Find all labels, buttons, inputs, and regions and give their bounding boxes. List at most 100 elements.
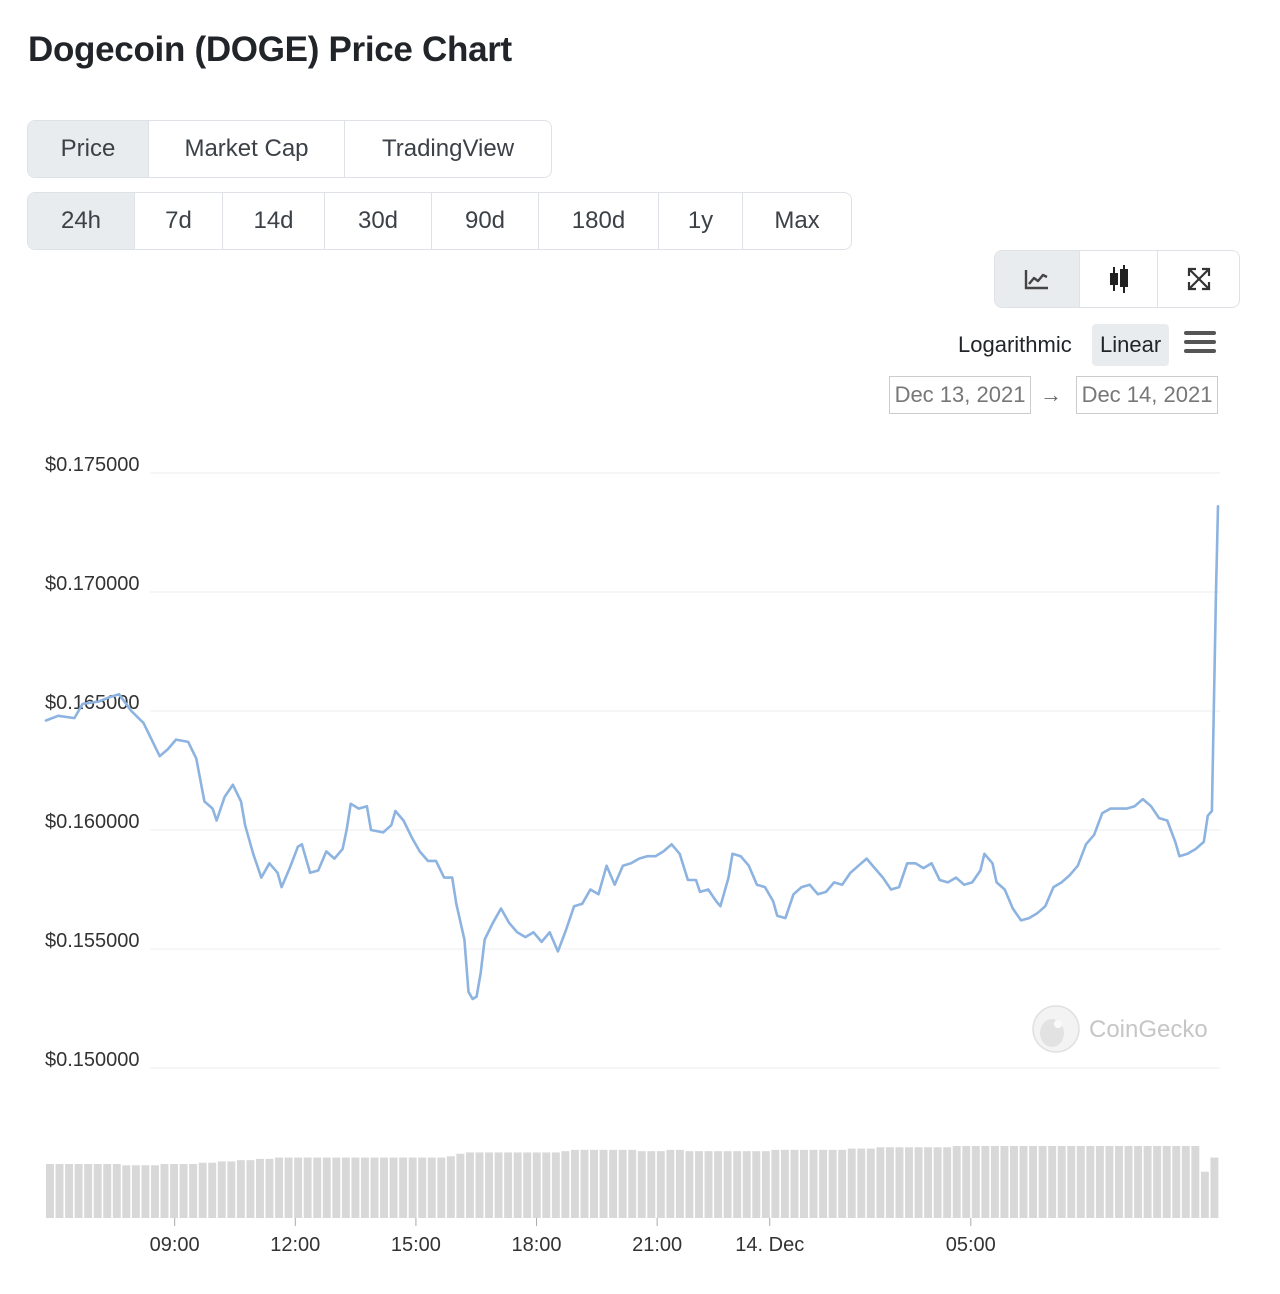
volume-bar <box>561 1151 570 1218</box>
price-chart[interactable]: $0.175000$0.170000$0.165000$0.160000$0.1… <box>0 430 1280 1294</box>
volume-bar <box>752 1151 761 1218</box>
volume-bar <box>427 1157 436 1218</box>
volume-bar <box>74 1164 83 1218</box>
volume-bar <box>465 1152 474 1218</box>
volume-bar <box>55 1164 64 1218</box>
x-tick-label: 05:00 <box>946 1234 996 1256</box>
volume-bar <box>170 1164 179 1218</box>
volume-bar <box>952 1146 961 1218</box>
range-14d-button[interactable]: 14d <box>223 193 325 249</box>
volume-bar <box>437 1157 446 1218</box>
volume-bar <box>1029 1146 1038 1218</box>
volume-bar <box>666 1149 675 1218</box>
candlestick-button[interactable] <box>1080 251 1158 307</box>
volume-bar <box>609 1149 618 1218</box>
volume-bar <box>46 1164 54 1218</box>
volume-bar <box>1210 1157 1219 1218</box>
volume-bar <box>990 1146 999 1218</box>
range-180d-button[interactable]: 180d <box>539 193 659 249</box>
fullscreen-icon <box>1187 267 1210 291</box>
hamburger-menu-icon[interactable] <box>1184 331 1216 357</box>
logarithmic-scale-button[interactable]: Logarithmic <box>958 332 1072 357</box>
page-title: Dogecoin (DOGE) Price Chart <box>28 30 512 69</box>
volume-bar <box>828 1149 837 1218</box>
volume-bar <box>771 1149 780 1218</box>
volume-bar <box>675 1149 684 1218</box>
volume-bar <box>761 1151 770 1218</box>
volume-bar <box>523 1152 532 1218</box>
volume-bar <box>399 1157 408 1218</box>
tab-price[interactable]: Price <box>28 121 149 177</box>
volume-bar <box>981 1146 990 1218</box>
volume-bar <box>866 1148 875 1218</box>
y-tick-label: $0.160000 <box>45 811 140 833</box>
volume-bar <box>1095 1146 1104 1218</box>
volume-bar <box>265 1158 274 1218</box>
volume-bar <box>322 1157 331 1218</box>
y-tick-label: $0.175000 <box>45 454 140 476</box>
range-7d-button[interactable]: 7d <box>135 193 223 249</box>
coingecko-watermark: CoinGecko <box>1032 1005 1208 1053</box>
volume-bar <box>1191 1146 1200 1218</box>
x-axis-ticks: 09:00 12:00 15:00 18:00 21:00 14. Dec 05:00 <box>150 1218 996 1256</box>
range-30d-button[interactable]: 30d <box>325 193 432 249</box>
volume-bar <box>780 1149 789 1218</box>
line-chart-button[interactable] <box>995 251 1080 307</box>
candlestick-icon <box>1109 265 1128 293</box>
volume-bar <box>1067 1146 1076 1218</box>
volume-bar <box>790 1149 799 1218</box>
volume-bar <box>1057 1146 1066 1218</box>
volume-bar <box>1105 1146 1114 1218</box>
volume-bar <box>580 1149 589 1218</box>
volume-bar <box>103 1164 112 1218</box>
volume-bar <box>838 1149 847 1218</box>
volume-bar <box>65 1164 74 1218</box>
volume-bar <box>284 1157 293 1218</box>
range-90d-button[interactable]: 90d <box>432 193 539 249</box>
volume-bar <box>1115 1146 1123 1218</box>
volume-bar <box>809 1149 818 1218</box>
volume-bar <box>637 1151 646 1218</box>
volume-bar <box>647 1151 656 1218</box>
volume-bar <box>542 1152 551 1218</box>
volume-bar <box>885 1147 894 1218</box>
line-chart-icon <box>1024 270 1048 290</box>
linear-scale-button[interactable]: Linear <box>1092 324 1170 366</box>
volume-bar <box>513 1152 522 1218</box>
volume-bar <box>179 1164 188 1218</box>
volume-bar <box>971 1146 980 1218</box>
volume-bar <box>962 1146 971 1218</box>
volume-bar <box>1153 1146 1162 1218</box>
volume-bar <box>1181 1146 1190 1218</box>
range-max-button[interactable]: Max <box>774 207 820 234</box>
volume-bar <box>599 1149 608 1218</box>
chart-mode-tabs: Price Market Cap TradingView <box>27 120 552 178</box>
volume-bar <box>217 1161 226 1218</box>
chart-view-buttons <box>994 250 1240 308</box>
volume-bar <box>570 1149 579 1218</box>
volume-bar <box>1086 1146 1095 1218</box>
volume-bar <box>905 1147 913 1218</box>
volume-bar <box>160 1164 169 1218</box>
tab-market-cap[interactable]: Market Cap <box>149 121 345 177</box>
price-line <box>44 505 1220 1001</box>
y-axis-ticks: $0.175000$0.170000$0.165000$0.160000$0.1… <box>45 454 140 1071</box>
volume-bar <box>380 1157 389 1218</box>
volume-bar <box>1019 1146 1028 1218</box>
volume-bar <box>1124 1146 1133 1218</box>
range-1y-button[interactable]: 1y <box>659 193 743 249</box>
volume-bar <box>122 1165 131 1218</box>
x-tick-label: 09:00 <box>150 1234 200 1256</box>
tab-tradingview[interactable]: TradingView <box>381 135 515 162</box>
date-from-input[interactable]: Dec 13, 2021 <box>889 376 1031 414</box>
volume-bar <box>236 1160 245 1218</box>
volume-bar <box>84 1164 93 1218</box>
range-24h-button[interactable]: 24h <box>28 193 135 249</box>
volume-bar <box>485 1152 494 1218</box>
fullscreen-button[interactable] <box>1158 251 1239 307</box>
date-to-input[interactable]: Dec 14, 2021 <box>1076 376 1218 414</box>
volume-bar <box>551 1152 560 1218</box>
volume-bar <box>341 1157 350 1218</box>
volume-bar <box>933 1147 942 1218</box>
volume-bar <box>532 1152 541 1218</box>
